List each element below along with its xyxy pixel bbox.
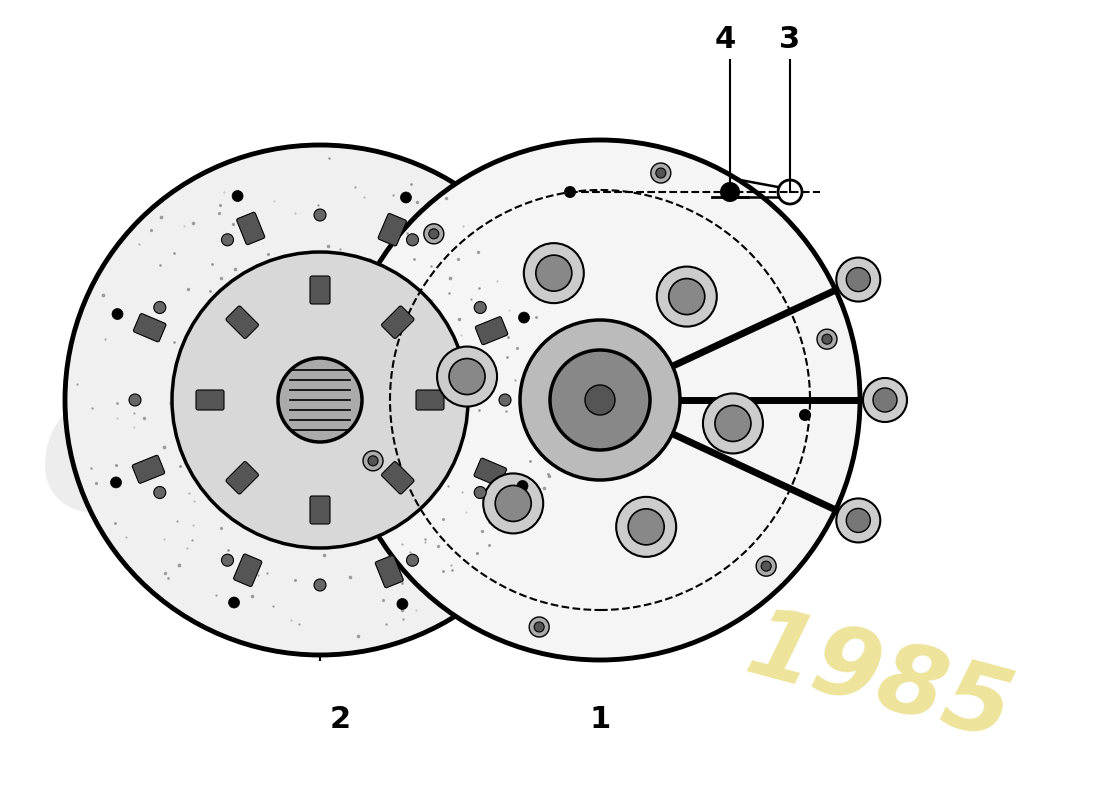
Circle shape xyxy=(651,163,671,183)
Circle shape xyxy=(407,234,418,246)
Circle shape xyxy=(836,498,880,542)
Circle shape xyxy=(400,192,411,203)
Text: 3: 3 xyxy=(780,26,801,54)
FancyBboxPatch shape xyxy=(236,212,265,245)
FancyBboxPatch shape xyxy=(378,214,406,246)
Circle shape xyxy=(564,186,576,198)
Text: 2: 2 xyxy=(329,706,351,734)
Circle shape xyxy=(535,622,544,632)
Circle shape xyxy=(761,561,771,571)
Circle shape xyxy=(495,486,531,522)
Circle shape xyxy=(314,209,326,221)
Circle shape xyxy=(846,267,870,291)
Circle shape xyxy=(340,140,860,660)
Circle shape xyxy=(314,579,326,591)
Circle shape xyxy=(397,598,408,610)
Circle shape xyxy=(669,278,705,314)
Circle shape xyxy=(407,554,418,566)
FancyBboxPatch shape xyxy=(132,455,165,483)
FancyBboxPatch shape xyxy=(382,462,414,494)
Text: a passion: a passion xyxy=(392,512,708,648)
Circle shape xyxy=(628,509,664,545)
Circle shape xyxy=(154,486,166,498)
Circle shape xyxy=(864,378,907,422)
Circle shape xyxy=(799,409,811,421)
Circle shape xyxy=(517,481,528,491)
Circle shape xyxy=(65,145,575,655)
FancyBboxPatch shape xyxy=(310,496,330,524)
Circle shape xyxy=(720,182,740,202)
Circle shape xyxy=(616,497,676,557)
Circle shape xyxy=(110,477,121,488)
Circle shape xyxy=(449,358,485,394)
Circle shape xyxy=(474,302,486,314)
Circle shape xyxy=(703,394,763,454)
Circle shape xyxy=(368,456,378,466)
Circle shape xyxy=(221,554,233,566)
Circle shape xyxy=(529,617,549,637)
Text: el: el xyxy=(36,343,263,557)
Circle shape xyxy=(363,451,383,471)
FancyBboxPatch shape xyxy=(375,555,404,588)
FancyBboxPatch shape xyxy=(474,458,506,486)
Circle shape xyxy=(550,350,650,450)
Circle shape xyxy=(232,190,243,202)
Circle shape xyxy=(656,168,666,178)
Circle shape xyxy=(221,234,233,246)
Circle shape xyxy=(846,509,870,533)
Text: 1985: 1985 xyxy=(737,600,1023,760)
Circle shape xyxy=(520,320,680,480)
Circle shape xyxy=(873,388,896,412)
Circle shape xyxy=(229,597,240,608)
Circle shape xyxy=(817,329,837,349)
Circle shape xyxy=(836,258,880,302)
Circle shape xyxy=(172,252,468,548)
Circle shape xyxy=(112,309,123,319)
Circle shape xyxy=(518,312,529,323)
Circle shape xyxy=(424,224,443,244)
FancyBboxPatch shape xyxy=(133,314,166,342)
FancyBboxPatch shape xyxy=(416,390,444,410)
FancyBboxPatch shape xyxy=(196,390,224,410)
Text: 4: 4 xyxy=(714,26,736,54)
Circle shape xyxy=(499,394,512,406)
FancyBboxPatch shape xyxy=(382,306,414,338)
Circle shape xyxy=(657,266,717,326)
FancyBboxPatch shape xyxy=(226,462,258,494)
Circle shape xyxy=(437,346,497,406)
Text: 1: 1 xyxy=(590,706,610,734)
Circle shape xyxy=(129,394,141,406)
Circle shape xyxy=(585,385,615,415)
FancyBboxPatch shape xyxy=(475,317,508,345)
Circle shape xyxy=(756,556,777,576)
FancyBboxPatch shape xyxy=(233,554,262,586)
Circle shape xyxy=(483,474,543,534)
Circle shape xyxy=(822,334,832,344)
Circle shape xyxy=(474,486,486,498)
FancyBboxPatch shape xyxy=(226,306,258,338)
Circle shape xyxy=(278,358,362,442)
Circle shape xyxy=(715,406,751,442)
Circle shape xyxy=(429,229,439,239)
FancyBboxPatch shape xyxy=(310,276,330,304)
Circle shape xyxy=(536,255,572,291)
Circle shape xyxy=(154,302,166,314)
Circle shape xyxy=(524,243,584,303)
